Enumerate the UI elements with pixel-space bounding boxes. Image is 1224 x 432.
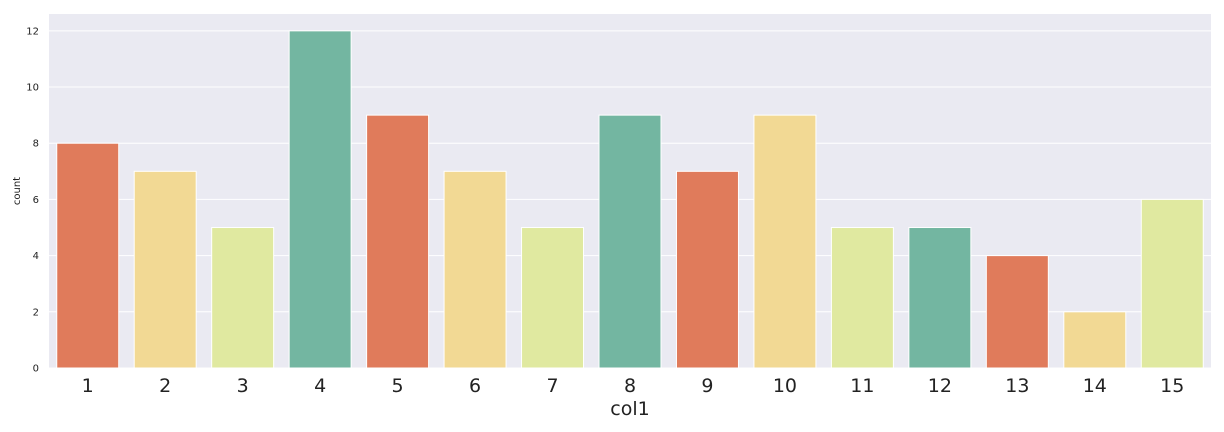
y-tick-label: 2 (33, 307, 39, 318)
y-tick-label: 10 (26, 83, 39, 94)
x-tick-label: 9 (701, 375, 713, 397)
x-tick-label: 15 (1160, 375, 1184, 397)
bar-3 (211, 227, 275, 369)
y-tick-label: 8 (33, 139, 39, 150)
bar-10 (753, 114, 817, 369)
bar-8 (598, 114, 662, 369)
bar-14 (1063, 311, 1127, 369)
x-tick-label: 1 (82, 375, 94, 397)
y-tick-label: 0 (33, 364, 39, 375)
bar-13 (985, 255, 1049, 369)
bar-11 (830, 227, 894, 369)
y-tick-labels: 0 2 4 6 8 10 12 (26, 26, 39, 374)
x-tick-label: 7 (546, 375, 558, 397)
x-tick-label: 3 (237, 375, 249, 397)
bar-2 (133, 170, 197, 369)
bar-7 (521, 227, 585, 369)
x-tick-label: 8 (624, 375, 636, 397)
x-tick-label: 13 (1005, 375, 1029, 397)
y-tick-label: 6 (33, 195, 39, 206)
x-tick-label: 6 (469, 375, 481, 397)
x-tick-label: 11 (850, 375, 874, 397)
bar-9 (675, 170, 739, 369)
y-tick-label: 4 (33, 251, 39, 262)
bars (56, 30, 1204, 369)
bar-12 (908, 227, 972, 369)
bar-4 (288, 30, 352, 369)
bar-6 (443, 170, 507, 369)
x-tick-label: 5 (392, 375, 404, 397)
x-tick-labels: 1 2 3 4 5 6 7 8 9 10 11 12 13 14 15 (82, 375, 1185, 397)
bar-1 (56, 142, 120, 369)
bar-15 (1140, 198, 1204, 369)
bar-5 (366, 114, 430, 369)
x-tick-label: 10 (773, 375, 797, 397)
x-tick-label: 2 (159, 375, 171, 397)
x-axis-label: col1 (610, 398, 649, 420)
y-axis-label: count (12, 177, 23, 205)
x-tick-label: 4 (314, 375, 326, 397)
x-tick-label: 12 (928, 375, 952, 397)
x-tick-label: 14 (1083, 375, 1107, 397)
y-tick-label: 12 (26, 26, 39, 37)
